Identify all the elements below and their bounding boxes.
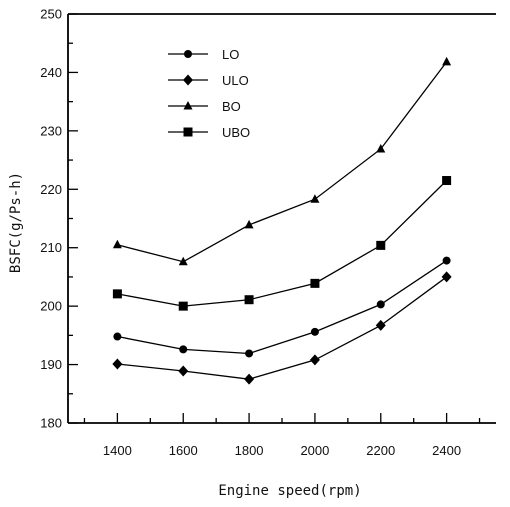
ticks: 180 190 200 210 220 230 240 250 1400 1600 1800 2000…	[40, 7, 481, 458]
y-tick-label: 210	[40, 240, 62, 255]
data-point-lo	[376, 300, 385, 309]
data-point-lo	[179, 345, 188, 354]
data-point-bo	[178, 256, 188, 266]
data-point-ulo	[178, 365, 189, 377]
data-point-lo	[245, 349, 254, 358]
series-line-ubo	[117, 180, 448, 307]
data-point-ubo	[244, 295, 254, 305]
x-tick-label: 1600	[169, 443, 198, 458]
data-point-ulo	[112, 358, 123, 370]
y-tick-label: 220	[40, 182, 62, 197]
y-tick-label: 240	[40, 65, 62, 80]
legend-item-ubo: UBO	[168, 125, 250, 140]
data-point-ubo	[376, 240, 386, 250]
y-tick-label: 200	[40, 299, 62, 314]
legend-marker-ulo	[183, 74, 193, 86]
data-point-bo	[112, 239, 122, 249]
legend-label-ulo: ULO	[222, 73, 249, 88]
axes	[67, 13, 496, 424]
legend-label-bo: BO	[222, 99, 241, 114]
data-point-ulo	[244, 373, 255, 385]
x-tick-label: 1400	[103, 443, 132, 458]
legend-marker-bo	[183, 101, 193, 110]
x-tick-label: 1800	[235, 443, 264, 458]
series-line-bo	[117, 61, 448, 263]
legend-marker-ubo	[183, 127, 193, 137]
x-tick-label: 2200	[366, 443, 395, 458]
data-point-ubo	[178, 301, 188, 311]
legend-item-lo: LO	[168, 47, 239, 62]
series-lo	[113, 256, 451, 358]
legend: LO ULO BO UBO	[168, 47, 250, 140]
x-tick-label: 2000	[300, 443, 329, 458]
data-point-lo	[113, 332, 122, 341]
data-point-ubo	[112, 289, 122, 299]
x-axis-label: Engine speed(rpm)	[218, 483, 361, 499]
data-point-ubo	[310, 278, 320, 288]
data-point-bo	[442, 56, 452, 66]
data-point-ubo	[442, 176, 452, 186]
legend-item-ulo: ULO	[168, 73, 249, 88]
legend-label-lo: LO	[222, 47, 239, 62]
data-point-bo	[310, 194, 320, 203]
y-tick-label: 190	[40, 357, 62, 372]
data-point-ulo	[441, 271, 452, 283]
legend-item-bo: BO	[168, 99, 241, 114]
data-point-lo	[310, 327, 319, 336]
series-group	[112, 56, 452, 385]
data-point-lo	[442, 256, 451, 265]
x-tick-label: 2400	[432, 443, 461, 458]
series-ubo	[112, 176, 452, 311]
series-line-lo	[117, 260, 447, 355]
data-point-bo	[376, 143, 386, 153]
data-point-bo	[244, 219, 254, 229]
series-line-ulo	[117, 276, 448, 380]
y-axis-label: BSFC(g/Ps-h)	[8, 172, 24, 273]
y-tick-label: 230	[40, 123, 62, 138]
y-tick-label: 250	[40, 7, 62, 22]
data-point-ulo	[309, 354, 320, 366]
legend-label-ubo: UBO	[222, 125, 250, 140]
legend-marker-lo	[184, 50, 192, 58]
y-tick-label: 180	[40, 416, 62, 431]
series-ulo	[112, 271, 452, 385]
data-point-ulo	[375, 319, 386, 331]
series-bo	[112, 56, 452, 266]
